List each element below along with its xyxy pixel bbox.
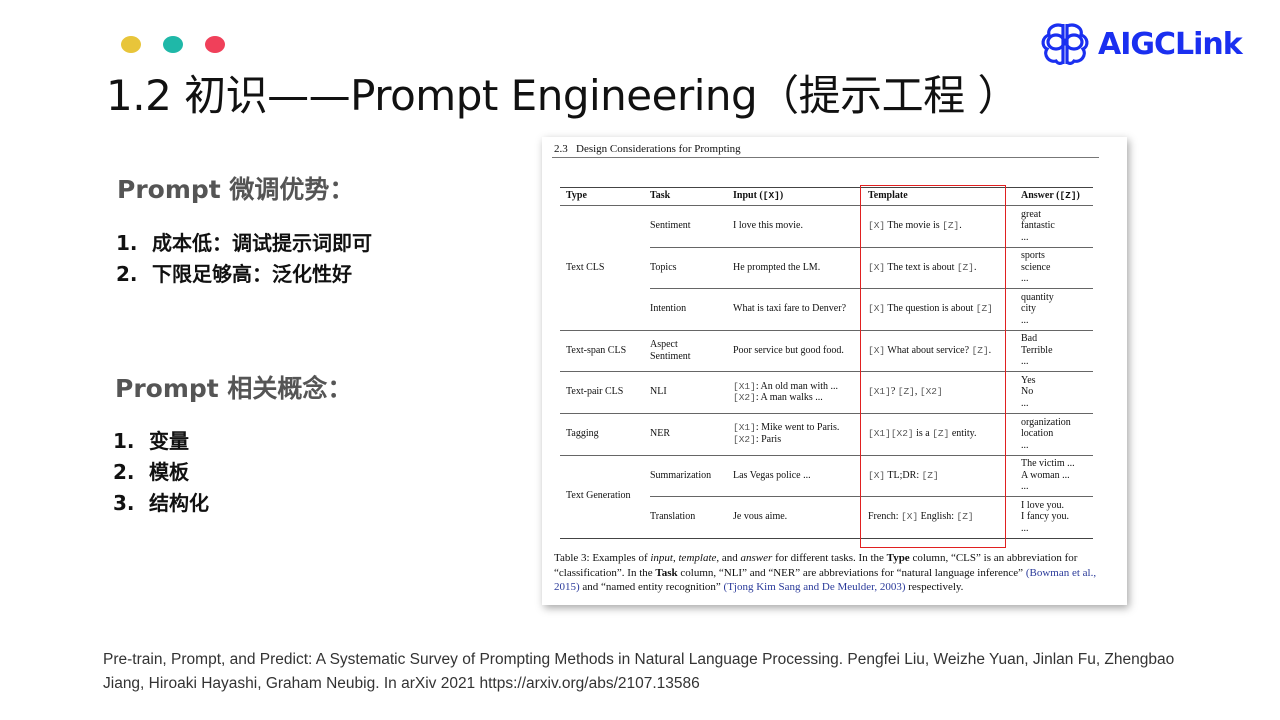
table-rule <box>560 454 1093 456</box>
list-item: 1. 成本低：调试提示词即可 <box>116 231 372 255</box>
type-cell: Text CLS <box>566 261 605 273</box>
table-rule <box>560 413 1093 414</box>
paper-table-screenshot: 2.3 Design Considerations for Prompting … <box>542 137 1127 605</box>
section-heading: 2.3 Design Considerations for Prompting <box>554 143 741 155</box>
answer-cell: great fantastic... <box>1021 208 1055 243</box>
task-cell: Translation <box>650 511 696 523</box>
decor-dot-yellow <box>121 36 141 53</box>
task-cell: Aspect Sentiment <box>650 339 691 362</box>
template-cell: [X] The text is about [Z]. <box>868 261 977 273</box>
table-rule <box>650 288 1093 290</box>
task-cell: NER <box>650 428 670 440</box>
answer-cell: I love you. I fancy you.... <box>1021 499 1070 534</box>
template-cell: French: [X] English: [Z] <box>868 511 974 523</box>
answer-cell: The victim ... A woman ...... <box>1021 458 1075 493</box>
decor-dot-teal <box>163 36 183 53</box>
answer-cell: Yes No... <box>1021 374 1036 409</box>
table-rule <box>560 371 1093 373</box>
table-caption: Table 3: Examples of input, template, an… <box>554 552 1097 593</box>
table-rule <box>650 246 1093 248</box>
list-item: 1. 变量 <box>113 429 189 453</box>
task-cell: Intention <box>650 303 687 315</box>
template-cell: [X] What about service? [Z]. <box>868 344 992 356</box>
answer-cell: quantity city... <box>1021 291 1054 326</box>
list-item: 3. 结构化 <box>113 491 209 515</box>
template-cell: [X1]? [Z], [X2] <box>868 386 943 398</box>
template-cell: [X] TL;DR: [Z] <box>868 469 939 481</box>
answer-cell: organization location... <box>1021 416 1071 451</box>
input-cell: He prompted the LM. <box>733 261 821 273</box>
header-template: Template <box>868 190 908 201</box>
header-type: Type <box>566 190 587 201</box>
input-cell: Las Vegas police ... <box>733 469 811 481</box>
input-cell: Poor service but good food. <box>733 344 844 356</box>
template-cell: [X1][X2] is a [Z] entity. <box>868 428 977 440</box>
task-cell: Sentiment <box>650 220 691 232</box>
task-cell: NLI <box>650 386 667 398</box>
list-item: 2. 下限足够高：泛化性好 <box>116 262 352 286</box>
table-rule <box>560 329 1093 331</box>
divider <box>552 157 1099 158</box>
input-cell: [X1]: An old man with ... [X2]: A man wal… <box>733 380 839 404</box>
header-input: Input ([X]) <box>733 190 784 201</box>
task-cell: Summarization <box>650 469 712 481</box>
type-cell: Text-span CLS <box>566 344 627 356</box>
logo-text: AIGCLink <box>1098 26 1243 62</box>
section-concepts-heading: Prompt 相关概念： <box>115 374 353 403</box>
input-cell: [X1]: Mike went to Paris. [X2]: Paris <box>733 422 840 445</box>
type-cell: Text Generation <box>566 490 631 502</box>
type-cell: Tagging <box>566 428 599 440</box>
table-rule <box>650 496 1093 498</box>
table-rule <box>560 187 1093 188</box>
template-highlight-box <box>860 185 1006 548</box>
table-rule <box>560 537 1093 539</box>
brain-icon <box>1041 23 1089 65</box>
advantages-list: 1. 成本低：调试提示词即可 2. 下限足够高：泛化性好 <box>116 228 372 290</box>
template-cell: [X] The movie is [Z]. <box>868 220 962 232</box>
reference-citation: Pre-train, Prompt, and Predict: A System… <box>103 651 1175 692</box>
concepts-list: 1. 变量 2. 模板 3. 结构化 <box>113 426 209 519</box>
type-cell: Text-pair CLS <box>566 386 624 398</box>
header-answer: Answer ([Z]) <box>1021 190 1080 201</box>
table-rule <box>560 205 1093 206</box>
aigclink-logo: AIGCLink <box>1038 20 1243 68</box>
header-task: Task <box>650 190 671 201</box>
decor-dot-red <box>205 36 225 53</box>
input-cell: Je vous aime. <box>733 511 788 523</box>
list-item: 2. 模板 <box>113 460 189 484</box>
answer-cell: Bad Terrible... <box>1021 333 1053 368</box>
slide-title: 1.2 初识——Prompt Engineering（提示工程 ） <box>106 71 1020 120</box>
input-cell: What is taxi fare to Denver? <box>733 303 847 315</box>
answer-cell: sports science... <box>1021 250 1051 285</box>
input-cell: I love this movie. <box>733 220 803 232</box>
template-cell: [X] The question is about [Z] <box>868 303 993 315</box>
section-advantages-heading: Prompt 微调优势： <box>117 175 355 204</box>
task-cell: Topics <box>650 261 677 273</box>
